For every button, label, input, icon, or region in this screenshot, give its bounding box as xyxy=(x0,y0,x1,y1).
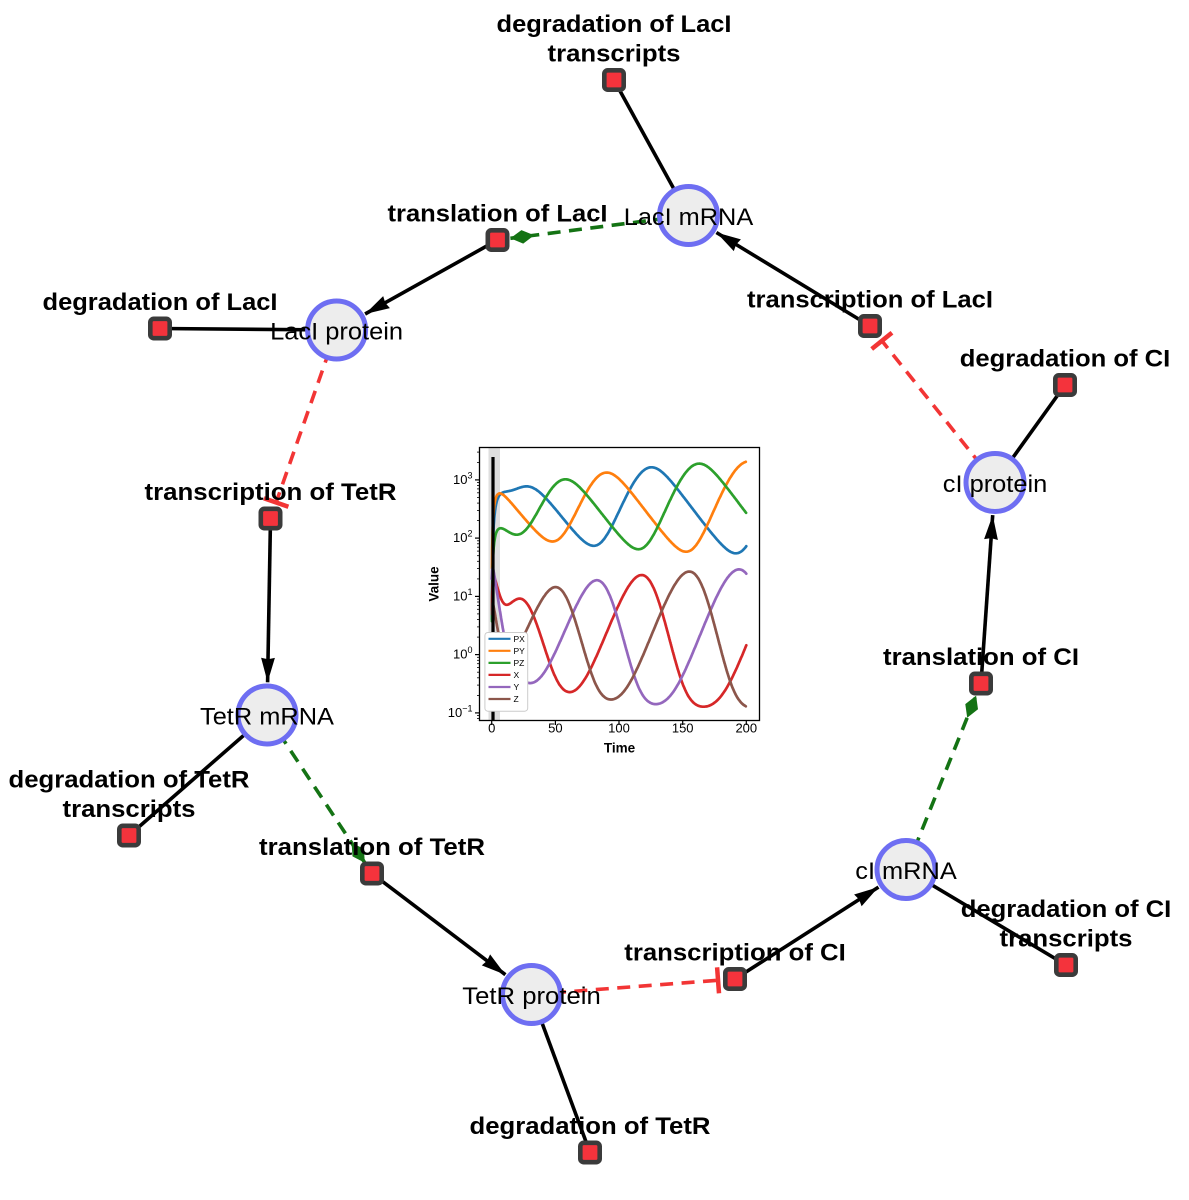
svg-text:cI mRNA: cI mRNA xyxy=(855,858,957,885)
svg-text:PY: PY xyxy=(514,646,526,656)
svg-text:PZ: PZ xyxy=(514,658,525,668)
svg-text:LacI mRNA: LacI mRNA xyxy=(624,204,754,231)
svg-text:PX: PX xyxy=(514,634,526,644)
svg-text:102: 102 xyxy=(453,529,472,546)
svg-text:100: 100 xyxy=(453,645,472,662)
svg-text:50: 50 xyxy=(548,721,562,736)
svg-text:101: 101 xyxy=(453,587,472,604)
svg-text:Time: Time xyxy=(604,741,636,756)
svg-text:Z: Z xyxy=(514,694,519,704)
svg-text:TetR protein: TetR protein xyxy=(462,983,601,1010)
svg-text:0: 0 xyxy=(488,721,495,736)
svg-text:Y: Y xyxy=(514,682,520,692)
svg-text:degradation of CI: degradation of CI xyxy=(960,346,1171,373)
svg-text:103: 103 xyxy=(453,470,472,487)
svg-text:LacI protein: LacI protein xyxy=(270,319,403,346)
svg-text:X: X xyxy=(514,670,520,680)
svg-text:transcripts: transcripts xyxy=(548,41,681,68)
svg-text:transcripts: transcripts xyxy=(63,796,196,823)
svg-text:150: 150 xyxy=(672,721,694,736)
svg-text:transcripts: transcripts xyxy=(1000,926,1133,953)
svg-text:degradation of TetR: degradation of TetR xyxy=(9,766,250,793)
svg-text:transcription of TetR: transcription of TetR xyxy=(145,479,397,506)
svg-text:translation of TetR: translation of TetR xyxy=(259,834,485,861)
svg-text:cI protein: cI protein xyxy=(943,471,1048,498)
svg-text:TetR mRNA: TetR mRNA xyxy=(200,704,334,731)
svg-text:degradation of LacI: degradation of LacI xyxy=(43,289,278,316)
svg-text:transcription of CI: transcription of CI xyxy=(624,940,846,967)
svg-text:Value: Value xyxy=(427,566,442,602)
svg-text:transcription of LacI: transcription of LacI xyxy=(747,287,993,314)
svg-text:degradation of CI: degradation of CI xyxy=(961,896,1172,923)
svg-text:200: 200 xyxy=(735,721,757,736)
svg-text:degradation of TetR: degradation of TetR xyxy=(470,1113,711,1140)
svg-text:10−1: 10−1 xyxy=(448,703,473,720)
svg-text:translation of LacI: translation of LacI xyxy=(388,201,608,228)
svg-text:translation of CI: translation of CI xyxy=(883,644,1079,671)
svg-text:degradation of LacI: degradation of LacI xyxy=(497,11,732,38)
svg-text:100: 100 xyxy=(608,721,630,736)
